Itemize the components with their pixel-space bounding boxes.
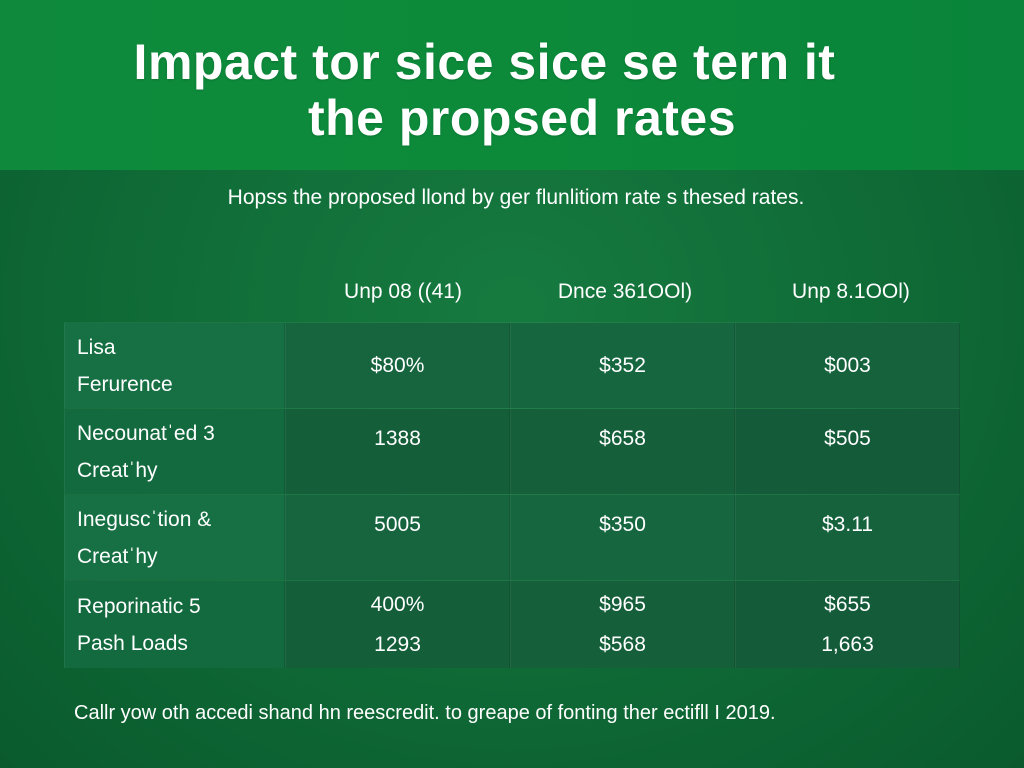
rates-table: Lisa Ferurence $80% $352 $003 Necounatˈe… [64, 322, 960, 668]
footnote: Callr yow oth accedi shand hn reescredit… [74, 702, 776, 724]
table-cell: $80% [285, 323, 511, 408]
subtitle: Hopss the proposed llond by ger flunliti… [227, 186, 805, 209]
row-label: Necounatˈed 3 Creatˈhy [64, 409, 286, 494]
table-cell: $505 [735, 409, 960, 494]
cell-value: 1293 [374, 632, 421, 656]
cell-value: $3.11 [822, 513, 873, 536]
table-cell: $350 [510, 495, 736, 580]
cell-value: $655 [824, 592, 871, 616]
row-label: Lisa Ferurence [64, 323, 286, 408]
table-row: Lisa Ferurence $80% $352 $003 [64, 322, 960, 408]
cell-value: $658 [599, 427, 646, 450]
cell-value: 400% [370, 592, 425, 616]
table-cell: $655 1,663 [735, 581, 960, 668]
cell-value: 1388 [374, 427, 421, 450]
row-label-line-2: Creatˈhy [77, 458, 158, 482]
page-title-line-2: the propsed rates [307, 90, 737, 146]
page-title: Impact tor sice sice se tern it the prop… [0, 34, 1024, 146]
title-band [0, 0, 1024, 170]
cell-value: $965 [599, 592, 646, 616]
column-header-3: Unp 8.1OOl) [792, 280, 910, 303]
page-title-line-1: Impact tor sice sice se tern it [133, 34, 836, 90]
row-label-line-1: Lisa [77, 335, 116, 359]
cell-value: $352 [599, 353, 646, 377]
table-cell: $3.11 [735, 495, 960, 580]
table-cell: $658 [510, 409, 736, 494]
row-label-line-1: Reporinatic 5 [77, 594, 201, 618]
table-cell: $965 $568 [510, 581, 736, 668]
table-row: Reporinatic 5 Pash Loads 400% 1293 $965 … [64, 580, 960, 668]
cell-value: $003 [824, 353, 871, 377]
row-label-line-1: Necounatˈed 3 [77, 421, 215, 445]
cell-value: $568 [599, 632, 646, 656]
table-row: Ineguscˈtion & Creatˈhy 5005 $350 $3.11 [64, 494, 960, 580]
table-cell: 5005 [285, 495, 511, 580]
cell-value: 1,663 [821, 632, 874, 656]
row-label-line-1: Ineguscˈtion & [77, 507, 212, 531]
cell-value: $350 [599, 513, 646, 536]
table-cell: 1388 [285, 409, 511, 494]
column-header-1: Unp 08 ((41) [344, 280, 462, 303]
table-cell: $352 [510, 323, 736, 408]
row-label-line-2: Creatˈhy [77, 544, 158, 568]
row-label-line-2: Pash Loads [77, 631, 188, 655]
cell-value: $80% [370, 353, 425, 377]
column-header-2: Dnce 361OOl) [557, 280, 693, 303]
cell-value: $505 [824, 427, 871, 450]
table-row: Necounatˈed 3 Creatˈhy 1388 $658 $505 [64, 408, 960, 494]
row-label-line-2: Ferurence [77, 372, 173, 396]
row-label: Ineguscˈtion & Creatˈhy [64, 495, 286, 580]
table-cell: 400% 1293 [285, 581, 511, 668]
cell-value: 5005 [374, 513, 421, 536]
table-cell: $003 [735, 323, 960, 408]
row-label: Reporinatic 5 Pash Loads [64, 581, 286, 668]
